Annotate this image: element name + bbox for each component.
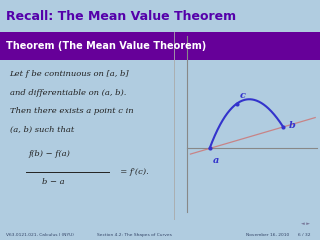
Text: 6 / 32: 6 / 32: [298, 233, 310, 237]
Text: ◄ ►: ◄ ►: [301, 221, 310, 226]
Text: c: c: [240, 91, 246, 100]
Text: (a, b) such that: (a, b) such that: [10, 126, 74, 134]
Text: b − a: b − a: [42, 178, 64, 186]
Text: f(b) − f(a): f(b) − f(a): [29, 150, 71, 158]
Text: = f′(c).: = f′(c).: [115, 168, 149, 176]
Text: Theorem (The Mean Value Theorem): Theorem (The Mean Value Theorem): [6, 41, 207, 51]
Text: and differentiable on (a, b).: and differentiable on (a, b).: [10, 89, 126, 96]
Text: a: a: [213, 156, 219, 165]
Text: Section 4.2: The Shapes of Curves: Section 4.2: The Shapes of Curves: [97, 233, 172, 237]
Text: Let f be continuous on [a, b]: Let f be continuous on [a, b]: [10, 70, 129, 78]
Text: Recall: The Mean Value Theorem: Recall: The Mean Value Theorem: [6, 10, 236, 23]
FancyBboxPatch shape: [0, 32, 320, 60]
Text: b: b: [289, 120, 296, 130]
Text: Then there exists a point c in: Then there exists a point c in: [10, 107, 133, 115]
Text: November 16, 2010: November 16, 2010: [246, 233, 290, 237]
Text: V63.0121.021, Calculus I (NYU): V63.0121.021, Calculus I (NYU): [6, 233, 74, 237]
